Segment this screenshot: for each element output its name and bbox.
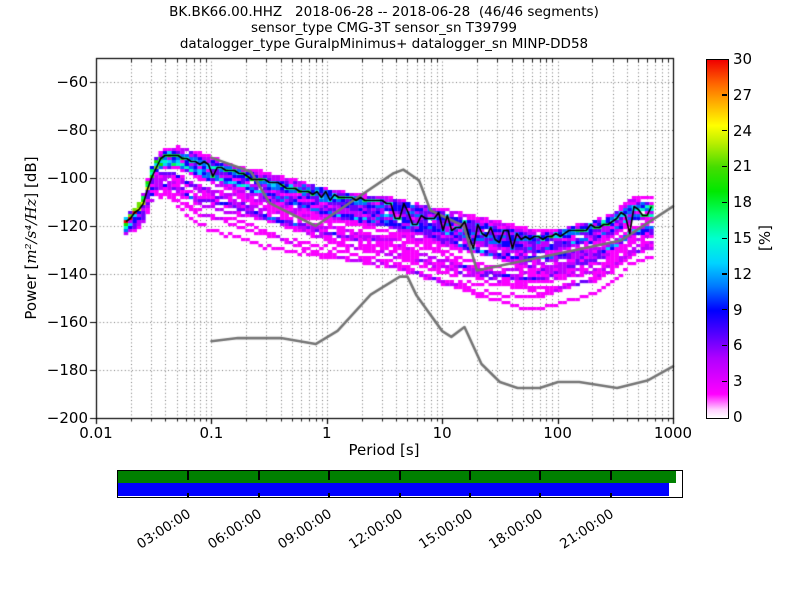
- colorbar-tick: [722, 273, 727, 275]
- coverage-tick: [468, 493, 471, 497]
- x-tick-label: 1: [322, 424, 332, 442]
- plot-title-line-2: sensor_type CMG-3T sensor_sn T39799: [250, 20, 518, 36]
- y-tick-label: −200: [46, 409, 88, 427]
- colorbar-tick: [722, 165, 727, 168]
- coverage-blue-strip: [118, 483, 669, 496]
- colorbar-tick-label: 3: [733, 372, 743, 391]
- x-tick-label: 0.01: [79, 424, 113, 442]
- colorbar-tick-label: 30: [733, 50, 753, 68]
- colorbar-tick: [722, 309, 727, 311]
- coverage-tick: [257, 493, 260, 497]
- colorbar-tick: [722, 380, 727, 383]
- coverage-tick: [398, 493, 401, 497]
- colorbar-tick: [722, 201, 727, 204]
- colorbar-tick: [722, 237, 727, 239]
- x-axis-label: Period [s]: [348, 441, 420, 459]
- colorbar-tick-label: 18: [733, 193, 753, 212]
- coverage-tick: [398, 471, 401, 480]
- y-tick-label: −100: [46, 169, 88, 187]
- x-tick-label: 1000: [653, 424, 693, 442]
- colorbar-gradient: [706, 59, 729, 419]
- colorbar-tick: [722, 130, 727, 132]
- plot-title-line-3: datalogger_type GuralpMinimus+ datalogge…: [179, 36, 589, 52]
- y-tick-label: −120: [46, 217, 88, 235]
- coverage-tick: [609, 471, 612, 480]
- coverage-tick: [187, 471, 190, 480]
- colorbar-tick-label: 27: [733, 85, 753, 104]
- coverage-tick: [257, 471, 260, 480]
- y-tick-label: −140: [46, 265, 88, 283]
- colorbar-tick-label: 12: [733, 264, 753, 283]
- x-tick-label: 100: [543, 424, 572, 442]
- coverage-tick: [468, 471, 471, 480]
- plot-title-line-1: BK.BK66.00.HHZ 2018-06-28 -- 2018-06-28 …: [169, 4, 599, 20]
- colorbar-tick: [722, 344, 727, 347]
- coverage-tick: [539, 493, 542, 497]
- colorbar: [706, 59, 729, 419]
- coverage-tick: [539, 471, 542, 480]
- x-tick-label: 10: [432, 424, 452, 442]
- colorbar-tick-label: 15: [733, 229, 753, 247]
- coverage-tick: [187, 493, 190, 497]
- coverage-green-strip: [118, 471, 677, 483]
- coverage-tick: [328, 471, 331, 480]
- colorbar-tick-label: 21: [733, 157, 753, 176]
- colorbar-tick-label: 0: [733, 408, 743, 426]
- coverage-bar: [117, 470, 683, 498]
- colorbar-tick-label: 24: [733, 121, 753, 140]
- y-tick-label: −80: [56, 121, 88, 139]
- coverage-tick: [328, 493, 331, 497]
- colorbar-tick-label: 6: [733, 336, 743, 355]
- coverage-tick: [609, 493, 612, 497]
- x-tick-label: 0.1: [199, 424, 224, 442]
- colorbar-label: [%]: [756, 225, 774, 251]
- colorbar-tick: [722, 94, 727, 96]
- y-tick-label: −180: [46, 361, 88, 379]
- y-tick-label: −160: [46, 313, 88, 331]
- y-tick-label: −60: [56, 73, 88, 91]
- colorbar-tick-label: 9: [733, 300, 743, 319]
